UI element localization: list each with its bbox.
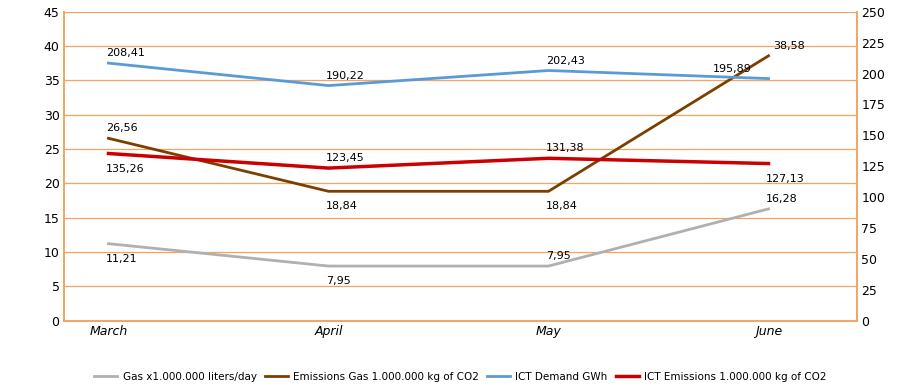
Text: 38,58: 38,58 [773, 41, 804, 51]
Text: 123,45: 123,45 [326, 153, 365, 163]
Text: 18,84: 18,84 [326, 201, 357, 212]
Text: 135,26: 135,26 [106, 163, 145, 174]
Text: 208,41: 208,41 [106, 48, 145, 58]
Text: 202,43: 202,43 [546, 56, 585, 66]
Text: 11,21: 11,21 [106, 254, 137, 264]
Text: 26,56: 26,56 [106, 124, 137, 133]
Text: 7,95: 7,95 [326, 276, 351, 286]
Text: 7,95: 7,95 [546, 251, 570, 261]
Text: 195,89: 195,89 [713, 64, 752, 74]
Text: 18,84: 18,84 [546, 201, 577, 212]
Text: 190,22: 190,22 [326, 71, 365, 81]
Legend: Gas x1.000.000 liters/day, Emissions Gas 1.000.000 kg of CO2, ICT Demand GWh, IC: Gas x1.000.000 liters/day, Emissions Gas… [90, 368, 831, 386]
Text: 127,13: 127,13 [765, 174, 805, 184]
Text: 16,28: 16,28 [765, 194, 798, 204]
Text: 131,38: 131,38 [546, 143, 584, 153]
